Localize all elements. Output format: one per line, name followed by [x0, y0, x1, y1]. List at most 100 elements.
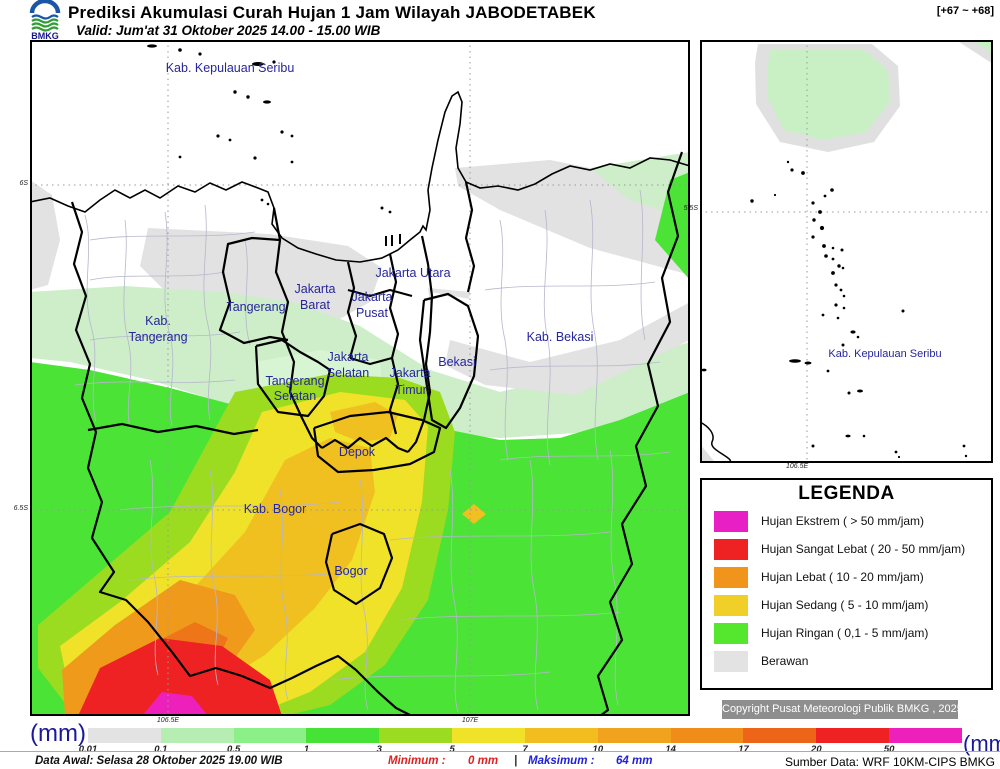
legend-item-label: Hujan Ringan ( 0,1 - 5 mm/jam)	[761, 626, 929, 640]
minmax-separator: |	[514, 755, 518, 767]
legend-item: Berawan	[714, 647, 991, 675]
label-bogor: Bogor	[334, 564, 367, 578]
colorbar-segment	[670, 728, 744, 743]
colorbar-tick: 1	[303, 744, 310, 755]
inset-axis-label-lon: 106.5E	[786, 463, 809, 470]
legend-swatch	[714, 566, 748, 588]
legend-item: Hujan Ekstrem ( > 50 mm/jam)	[714, 507, 991, 535]
label-kab-tangerang: Kab.	[145, 314, 171, 328]
colorbar-ticks: 0.01 0.1 0.5 1 3 5 7 10 14 17 20 50	[79, 744, 962, 756]
region-labels: Kab. Kepulauan Seribu Kab. Tangerang Tan…	[128, 61, 593, 578]
minimum-value: 0 mm	[468, 755, 499, 767]
legend-item-label: Hujan Sangat Lebat ( 20 - 50 mm/jam)	[761, 542, 966, 556]
legend-swatch	[714, 594, 748, 616]
legend-rows: Hujan Ekstrem ( > 50 mm/jam) Hujan Sangat…	[702, 507, 991, 675]
inset-graticule	[700, 40, 993, 463]
label-kab-bogor: Kab. Bogor	[244, 502, 307, 516]
label-kab-kepulauan-seribu: Kab. Kepulauan Seribu	[166, 61, 295, 75]
label-jakarta-selatan: Jakarta	[328, 350, 369, 364]
colorbar-tick: 5	[449, 744, 455, 755]
label-jakarta-utara: Jakarta Utara	[375, 266, 450, 280]
colorbar-tick: 3	[376, 744, 382, 755]
colorbar-segment	[160, 728, 234, 743]
colorbar-segment	[889, 728, 962, 743]
colorbar-tick: 0.01	[78, 744, 98, 755]
label-jakarta-selatan-2: Selatan	[327, 366, 369, 380]
colorbar-tick: 10	[592, 744, 604, 755]
page-title: Prediksi Akumulasi Curah Hujan 1 Jam Wil…	[68, 3, 596, 22]
bmkg-logo-text: BMKG	[31, 31, 59, 40]
data-awal-text: Data Awal: Selasa 28 Oktober 2025 19.00 …	[35, 755, 283, 767]
axis-label-lat-65s: 6.5S	[13, 505, 28, 512]
legend-item: Hujan Ringan ( 0,1 - 5 mm/jam)	[714, 619, 991, 647]
legend-item: Hujan Sedang ( 5 - 10 mm/jam)	[714, 591, 991, 619]
colorbar-segment	[597, 728, 671, 743]
colorbar-tick: 0.1	[154, 744, 168, 755]
colorbar-segment	[816, 728, 890, 743]
rainfall-shading	[30, 152, 690, 716]
colorbar-tick: 0.5	[227, 744, 241, 755]
legend-item-label: Hujan Sedang ( 5 - 10 mm/jam)	[761, 598, 929, 612]
colorbar-unit-left: (mm)	[30, 720, 86, 747]
label-bekasi: Bekasi	[438, 355, 476, 369]
maksimum-value: 64 mm	[616, 755, 653, 767]
colorbar-segment	[452, 728, 525, 743]
label-jakarta-timur-2: Timur	[395, 383, 426, 397]
copyright-bar: Copyright Pusat Meteorologi Publik BMKG …	[722, 700, 963, 719]
forecast-lead-time: [+67 ~ +68]	[936, 5, 994, 17]
bmkg-logo: BMKG	[29, 0, 61, 40]
inset-label-kab-kepulauan-seribu: Kab. Kepulauan Seribu	[828, 348, 941, 360]
colorbar-tick: 50	[883, 744, 895, 755]
colorbar-unit-right: (mm)	[963, 731, 1000, 756]
colorbar	[88, 728, 962, 743]
maksimum-label: Maksimum :	[528, 755, 595, 767]
label-jakarta-timur: Jakarta	[390, 366, 431, 380]
valid-time-subtitle: Valid: Jum'at 31 Oktober 2025 14.00 - 15…	[76, 23, 381, 38]
label-tangerang: Tangerang	[226, 300, 285, 314]
minimum-label: Minimum :	[388, 755, 446, 767]
label-jakarta-barat-2: Barat	[300, 298, 330, 312]
inset-axis-label-lat: 5.5S	[683, 205, 698, 212]
legend-box: LEGENDA Hujan Ekstrem ( > 50 mm/jam) Huja…	[700, 478, 993, 690]
colorbar-segment	[379, 728, 453, 743]
axis-label-lat-6s: 6S	[19, 180, 28, 187]
footer-divider	[0, 751, 1000, 752]
colorbar-tick: 14	[665, 744, 676, 755]
legend-item: Hujan Sangat Lebat ( 20 - 50 mm/jam)	[714, 535, 991, 563]
legend-item-label: Hujan Lebat ( 10 - 20 mm/jam)	[761, 570, 924, 584]
label-depok: Depok	[339, 445, 376, 459]
coastline	[30, 44, 690, 263]
colorbar-segment	[233, 728, 307, 743]
label-tangerang-selatan-2: Selatan	[274, 389, 316, 403]
graticule	[30, 40, 690, 716]
inset-map-kepulauan-seribu: Kab. Kepulauan Seribu	[700, 40, 993, 463]
legend-item-label: Berawan	[761, 654, 809, 668]
label-jakarta-pusat-2: Pusat	[356, 306, 388, 320]
main-rainfall-map: Kab. Kepulauan Seribu Kab. Tangerang Tan…	[30, 40, 690, 716]
colorbar-segment	[524, 728, 598, 743]
axis-label-lon-1065e: 106.5E	[156, 717, 180, 724]
axis-label-lon-107e: 107E	[461, 717, 479, 724]
legend-title: LEGENDA	[798, 483, 895, 504]
legend-swatch	[714, 510, 748, 532]
district-boundaries	[74, 189, 671, 713]
colorbar-segment	[743, 728, 817, 743]
label-kab-tangerang-2: Tangerang	[128, 330, 187, 344]
colorbar-segment	[306, 728, 380, 743]
colorbar-tick: 20	[811, 744, 822, 755]
legend-item-label: Hujan Ekstrem ( > 50 mm/jam)	[761, 514, 925, 528]
inset-coastline	[700, 421, 732, 463]
label-jakarta-barat: Jakarta	[295, 282, 336, 296]
sumber-data-text: Sumber Data: WRF 10KM-CIPS BMKG	[784, 755, 995, 769]
legend-swatch	[714, 650, 748, 672]
label-kab-bekasi: Kab. Bekasi	[527, 330, 594, 344]
kabupaten-boundaries	[70, 151, 684, 716]
legend-swatch	[714, 538, 748, 560]
legend-item: Hujan Lebat ( 10 - 20 mm/jam)	[714, 563, 991, 591]
inset-islands	[701, 160, 968, 459]
label-jakarta-pusat: Jakarta	[352, 290, 393, 304]
colorbar-tick: 7	[522, 744, 528, 755]
label-tangerang-selatan: Tangerang	[265, 374, 324, 388]
inset-rain-area	[700, 40, 993, 461]
